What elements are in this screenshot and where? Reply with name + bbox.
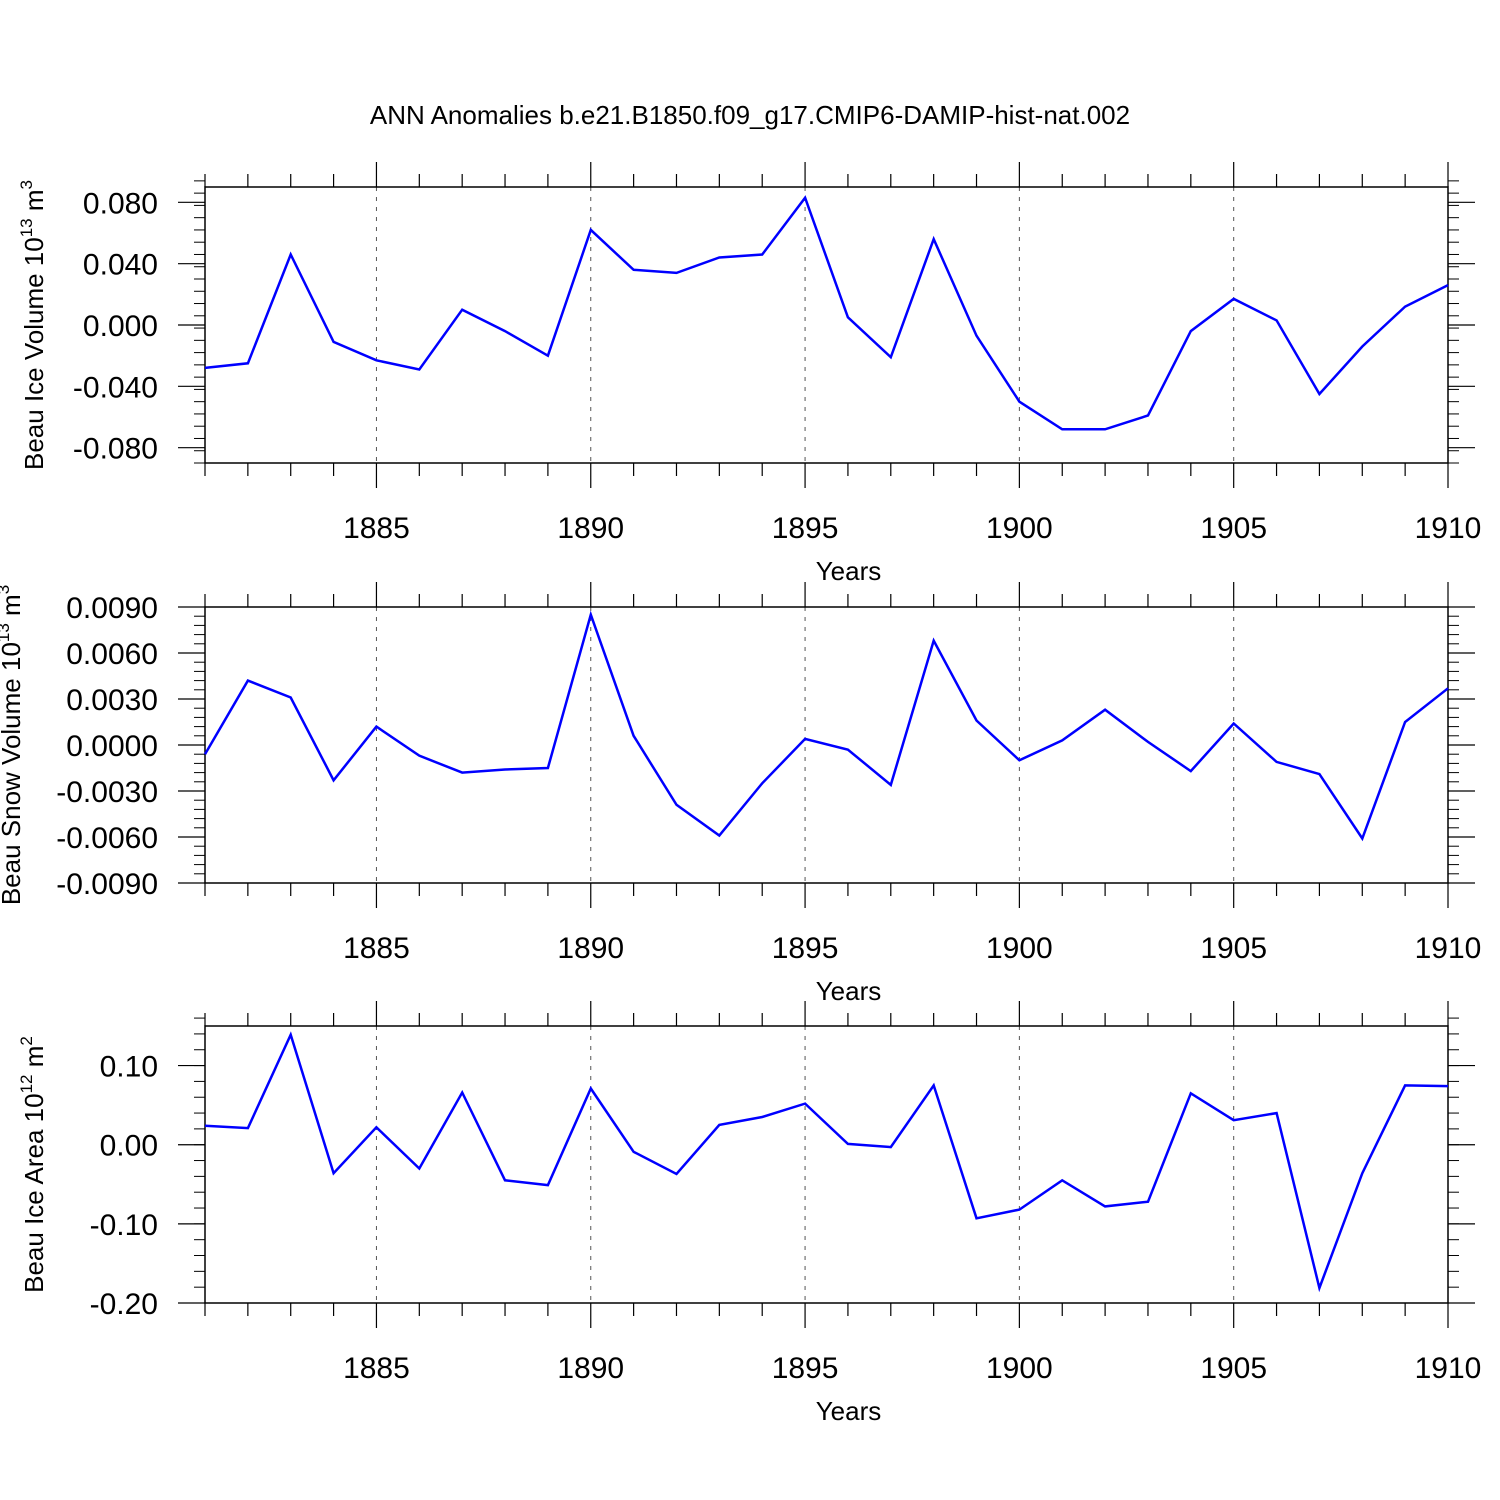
y-axis-label-text: Beau Ice Area 10 [19, 1093, 49, 1292]
y-tick-label: 0.080 [83, 187, 158, 220]
x-tick-label: 1910 [1415, 1352, 1482, 1385]
y-tick-label: -0.040 [73, 371, 158, 404]
y-axis-label-text: m [0, 594, 26, 623]
x-axis-label: Years [816, 556, 882, 586]
x-tick-label: 1895 [772, 1352, 839, 1385]
x-tick-label: 1885 [343, 512, 410, 545]
series-line [204, 195, 1449, 431]
x-tick-label: 1890 [557, 1352, 624, 1385]
x-tick-label: 1885 [343, 1352, 410, 1385]
panel-2: 1885 1890 1895 1900 1905 1910 -0.0090 -0.0060 -0… [0, 582, 1481, 1006]
y-tick-label: 0.0090 [66, 592, 158, 625]
series-line [204, 1031, 1449, 1293]
y-axis-label-superscript: 13 [0, 623, 13, 642]
y-axis-label-superscript: 2 [17, 1036, 36, 1045]
plot-frame [204, 186, 1449, 464]
x-tick-label: 1895 [772, 512, 839, 545]
y-axis-label-superscript: 3 [17, 180, 36, 189]
y-axis-label-text: Beau Snow Volume 10 [0, 642, 26, 905]
x-tick-label: 1910 [1415, 932, 1482, 965]
series-line [203, 610, 1449, 842]
x-axis-label: Years [816, 976, 882, 1006]
x-tick-label: 1900 [986, 512, 1053, 545]
y-tick-label: -0.10 [90, 1209, 158, 1242]
x-tick-label: 1885 [343, 932, 410, 965]
y-tick-label: -0.0030 [56, 776, 158, 809]
y-axis-label-superscript: 13 [17, 218, 36, 237]
y-tick-label: 0.00 [100, 1130, 158, 1163]
y-axis-label: Beau Ice Area 1012 m2 [17, 1036, 49, 1293]
y-tick-label: -0.20 [90, 1288, 158, 1321]
panel-3: 1885 1890 1895 1900 1905 1910 -0.20 -0.10 0.00 0.… [17, 1001, 1481, 1426]
y-tick-label: 0.10 [100, 1051, 158, 1084]
y-tick-label: -0.080 [73, 433, 158, 466]
x-tick-label: 1890 [557, 932, 624, 965]
y-axis-label-text: Beau Ice Volume 10 [19, 237, 49, 470]
y-tick-label: 0.040 [83, 249, 158, 282]
chart-title: ANN Anomalies b.e21.B1850.f09_g17.CMIP6-… [370, 100, 1130, 130]
y-axis-label-superscript: 3 [0, 585, 13, 594]
panel-1: 1885 1890 1895 1900 1905 1910 -0.080 -0.040 0.00… [17, 162, 1481, 586]
y-tick-label: 0.0000 [66, 730, 158, 763]
y-axis-label: Beau Snow Volume 1013 m3 [0, 585, 26, 905]
y-tick-label: -0.0060 [56, 822, 158, 855]
x-tick-label: 1900 [986, 932, 1053, 965]
y-tick-label: 0.000 [83, 310, 158, 343]
y-axis-label-text: m [19, 189, 49, 218]
x-tick-label: 1905 [1200, 932, 1267, 965]
x-tick-label: 1910 [1415, 512, 1482, 545]
y-axis-label-superscript: 12 [17, 1074, 36, 1093]
y-axis-label-text: m [19, 1046, 49, 1075]
y-tick-label: 0.0030 [66, 684, 158, 717]
x-tick-label: 1905 [1200, 512, 1267, 545]
x-axis-label: Years [816, 1396, 882, 1426]
x-tick-label: 1900 [986, 1352, 1053, 1385]
x-tick-label: 1905 [1200, 1352, 1267, 1385]
x-tick-label: 1890 [557, 512, 624, 545]
plot-frame [204, 1025, 1449, 1304]
y-tick-label: -0.0090 [56, 868, 158, 901]
x-tick-label: 1895 [772, 932, 839, 965]
y-axis-label: Beau Ice Volume 1013 m3 [17, 180, 49, 470]
y-tick-label: 0.0060 [66, 638, 158, 671]
